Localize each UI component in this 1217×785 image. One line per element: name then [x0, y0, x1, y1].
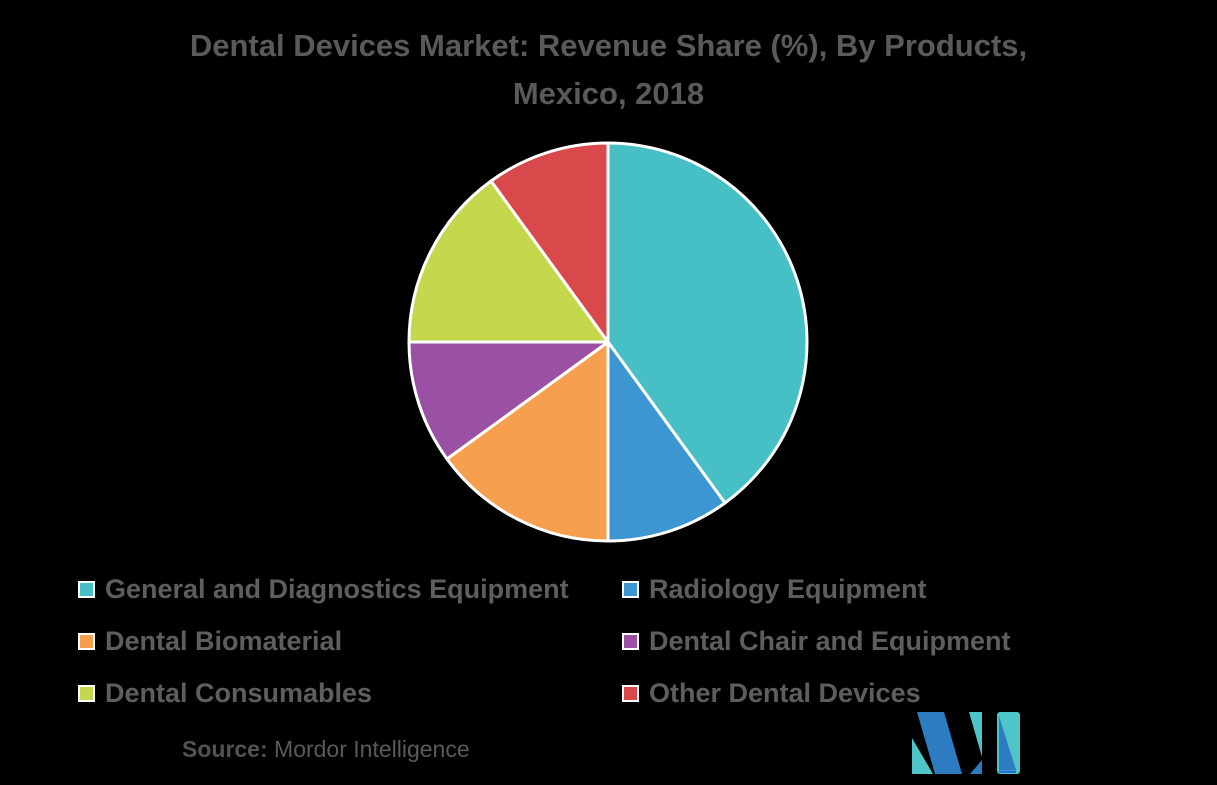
logo-shape-m-right-band: [969, 712, 982, 757]
legend-item-1[interactable]: General and Diagnostics Equipment: [78, 574, 622, 605]
source-label: Source:: [182, 736, 268, 762]
legend-swatch-icon: [622, 684, 639, 702]
legend-item-6[interactable]: Other Dental Devices: [622, 678, 1011, 709]
pie-slice-6[interactable]: [489, 141, 610, 344]
pie-slice-3[interactable]: [445, 340, 610, 543]
logo-shape-i-baseline: [999, 770, 1016, 773]
legend-swatch-icon: [78, 684, 95, 702]
pie-slice-5[interactable]: [407, 179, 610, 344]
legend-swatch-icon: [622, 580, 639, 598]
legend-item-2[interactable]: Radiology Equipment: [622, 574, 1011, 605]
legend-item-4[interactable]: Dental Chair and Equipment: [622, 626, 1011, 657]
pie-slice-1[interactable]: [606, 141, 809, 505]
legend-swatch-icon: [622, 632, 639, 650]
chart-title: Dental Devices Market: Revenue Share (%)…: [0, 22, 1217, 118]
source-line: Source: Mordor Intelligence: [182, 736, 470, 763]
source-text: Mordor Intelligence: [274, 736, 470, 762]
legend-swatch-icon: [78, 580, 95, 598]
logo-shape-i-triangle: [999, 716, 1016, 770]
logo-shape-m-right-corner: [970, 760, 982, 774]
legend-label: Dental Biomaterial: [105, 625, 343, 656]
chart-title-line-2: Mexico, 2018: [512, 76, 705, 112]
pie-slice-4[interactable]: [407, 340, 610, 461]
logo-shape-m-left-corner: [912, 738, 933, 774]
mordor-intelligence-logo: [912, 712, 1020, 774]
logo-shape-m-diagonal: [917, 712, 962, 774]
pie-chart: [407, 141, 809, 543]
legend-label: Dental Consumables: [105, 677, 373, 708]
legend-label: Dental Chair and Equipment: [649, 625, 1011, 656]
pie-chart-area: [398, 132, 818, 552]
pie-slice-2[interactable]: [606, 340, 727, 543]
legend-item-3[interactable]: Dental Biomaterial: [78, 626, 622, 657]
legend: General and Diagnostics Equipment Radiolo…: [78, 563, 1011, 719]
legend-label: General and Diagnostics Equipment: [105, 573, 569, 604]
legend-label: Other Dental Devices: [649, 677, 921, 708]
legend-item-5[interactable]: Dental Consumables: [78, 678, 622, 709]
legend-label: Radiology Equipment: [649, 573, 927, 604]
legend-swatch-icon: [78, 632, 95, 650]
chart-title-line-1: Dental Devices Market: Revenue Share (%)…: [189, 28, 1028, 63]
